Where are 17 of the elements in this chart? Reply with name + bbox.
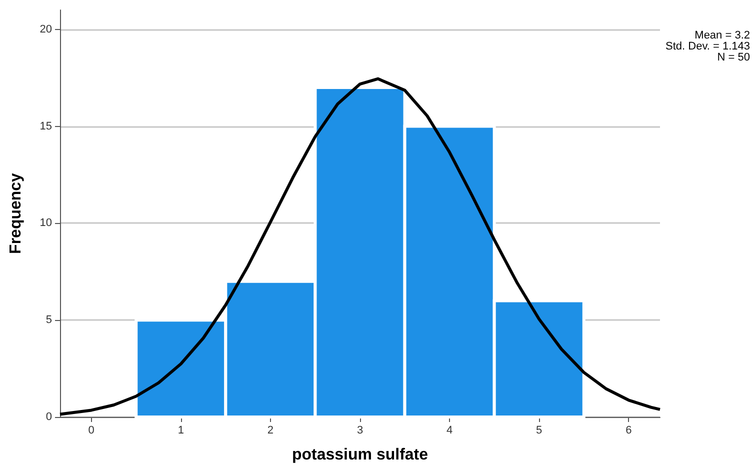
x-tick-label: 2	[267, 424, 274, 436]
y-tick-label: 5	[46, 314, 52, 326]
y-tick-label: 0	[46, 411, 52, 423]
text: Mean = 3.2	[694, 30, 750, 42]
text: Std. Dev. = 1.143	[666, 40, 750, 52]
x-axis-title: potassium sulfate	[292, 446, 428, 464]
y-tick-label: 10	[40, 217, 52, 230]
y-tick-label: 20	[40, 23, 52, 36]
x-tick-label: 5	[536, 424, 542, 436]
y-axis-title: Frequency	[8, 172, 24, 254]
x-tick-label: 0	[88, 424, 94, 436]
x-tick-label: 4	[446, 424, 453, 436]
text: N = 50	[717, 52, 750, 64]
x-tick-label: 6	[626, 424, 632, 436]
y-tick-label: 15	[40, 120, 52, 132]
x-tick-label: 1	[178, 424, 184, 436]
x-tick-label: 3	[356, 424, 364, 436]
